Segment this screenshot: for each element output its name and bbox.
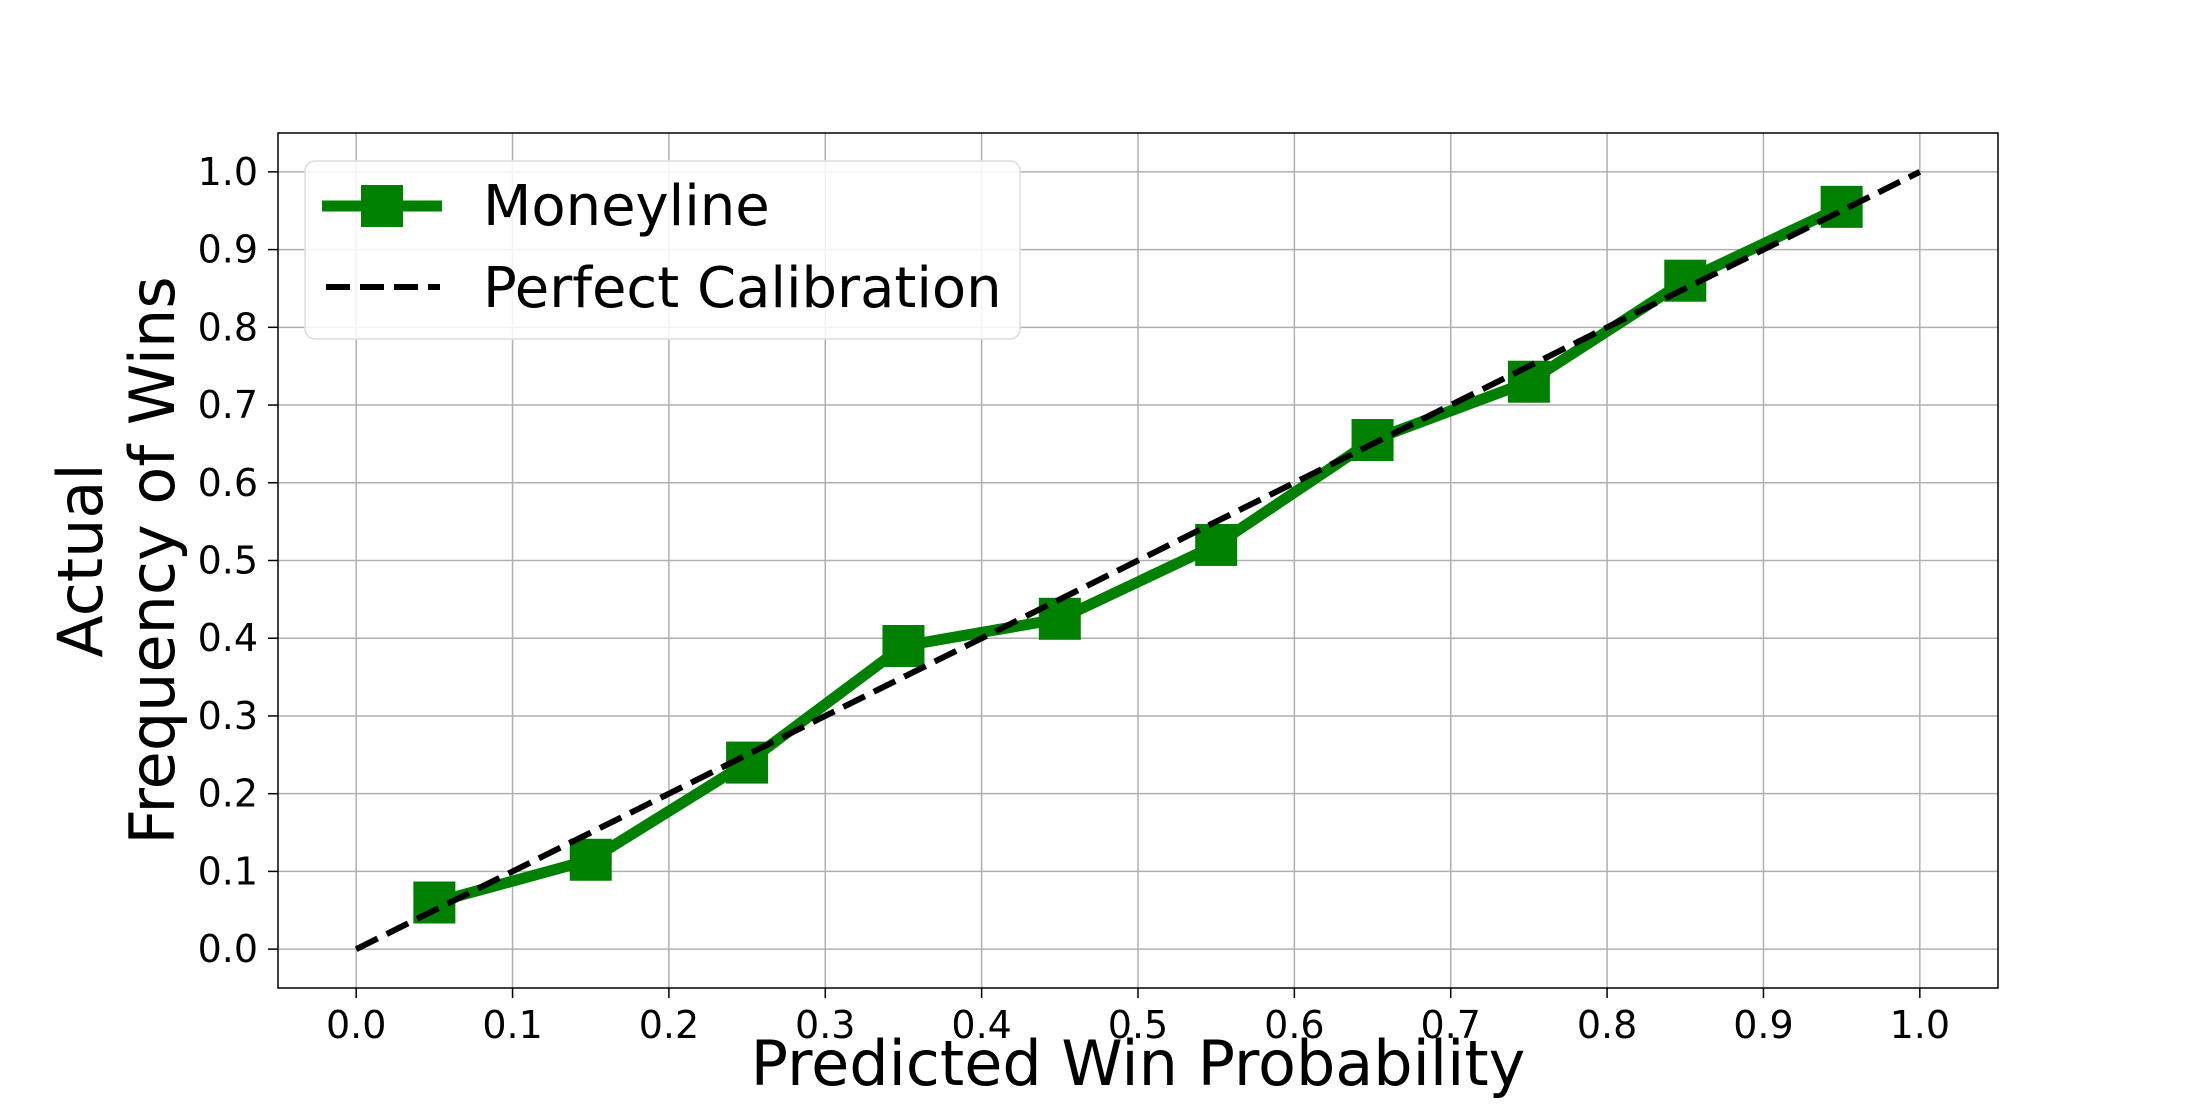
y-tick-label: 0.8 xyxy=(198,305,258,349)
moneyline-point xyxy=(882,625,925,667)
legend-marker-moneyline xyxy=(361,185,403,227)
moneyline-point xyxy=(569,838,612,881)
x-tick-label: 0.0 xyxy=(326,1003,386,1047)
y-tick-label: 0.9 xyxy=(198,228,258,272)
axis-ticks: 0.0 0.1 0.2 0.3 0.4 0.5 0.6 0.7 0.8 0.9 1.0 0.0 0.1 0… xyxy=(198,150,1950,1047)
plot-series xyxy=(354,169,1922,952)
moneyline-series-line xyxy=(432,201,1844,908)
x-tick-label: 0.8 xyxy=(1577,1003,1637,1047)
moneyline-point xyxy=(1820,185,1863,228)
x-tick-label: 0.6 xyxy=(1264,1003,1324,1047)
y-axis-title-line-1: Actual xyxy=(44,463,117,657)
x-tick-label: 0.1 xyxy=(482,1003,542,1047)
y-tick-label: 0.0 xyxy=(198,927,258,971)
x-tick-label: 1.0 xyxy=(1890,1003,1950,1047)
x-tick-label: 0.2 xyxy=(639,1003,699,1047)
y-tick-label: 0.3 xyxy=(198,694,258,738)
legend: Moneyline Perfect Calibration xyxy=(304,160,1021,340)
y-tick-label: 0.2 xyxy=(198,772,258,816)
y-tick-label: 0.4 xyxy=(198,616,258,660)
legend-label-moneyline: Moneyline xyxy=(483,174,770,239)
x-tick-label: 0.4 xyxy=(951,1003,1011,1047)
x-tick-label: 0.9 xyxy=(1733,1003,1793,1047)
x-axis-title: Predicted Win Probability xyxy=(751,1027,1526,1100)
x-tick-label: 0.5 xyxy=(1108,1003,1168,1047)
y-tick-label: 0.5 xyxy=(198,539,258,583)
y-tick-label: 0.6 xyxy=(198,461,258,505)
perfect-calibration-line xyxy=(354,169,1922,952)
moneyline-point xyxy=(1195,523,1238,566)
y-axis-title-line-2: Frequency of Wins xyxy=(116,276,189,844)
legend-label-perfect-calibration: Perfect Calibration xyxy=(483,256,1002,321)
x-tick-label: 0.3 xyxy=(795,1003,855,1047)
x-tick-label: 0.7 xyxy=(1421,1003,1481,1047)
legend-box xyxy=(304,160,1021,340)
moneyline-point xyxy=(1351,419,1394,462)
y-tick-label: 1.0 xyxy=(198,150,258,194)
y-tick-label: 0.1 xyxy=(198,849,258,893)
y-tick-label: 0.7 xyxy=(198,383,258,427)
